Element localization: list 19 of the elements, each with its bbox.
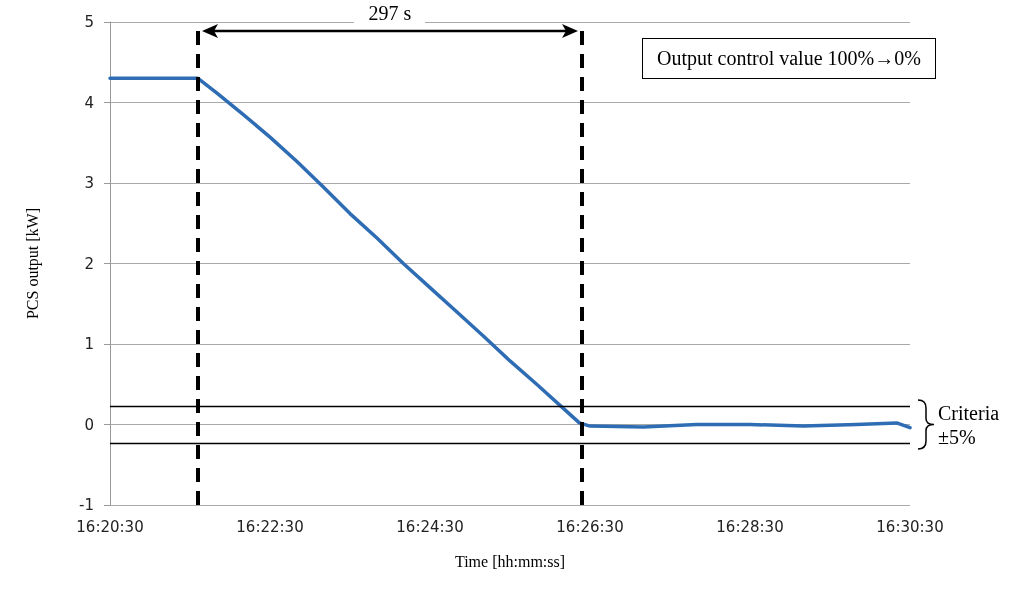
- y-tick-label: 2: [84, 254, 94, 273]
- y-tick-label: 1: [84, 335, 94, 353]
- x-axis-title: Time [hh:mm:ss]: [454, 552, 566, 570]
- y-tick-label: 5: [84, 13, 94, 31]
- y-tick-label: 0: [84, 415, 94, 434]
- annotation: 297 s: [354, 2, 426, 25]
- y-tick-label: -1: [79, 496, 94, 514]
- x-tick-label: 16:24:30: [396, 517, 464, 536]
- line-series: [108, 76, 912, 430]
- text: Criteria ±5%: [938, 400, 1001, 449]
- x-tick-label: 16:22:30: [236, 517, 304, 536]
- x-tick-label: 16:20:30: [76, 517, 144, 536]
- annotation: Output control value 100%→0%: [642, 38, 936, 79]
- y-tick-label: 4: [84, 93, 94, 112]
- y-tick-label: 3: [84, 174, 94, 192]
- x-tick-label: 16:30:30: [876, 517, 944, 536]
- y-axis-title: PCS output [kW]: [23, 207, 42, 320]
- x-tick-label: 16:28:30: [716, 517, 784, 536]
- x-tick-label: 16:26:30: [556, 517, 624, 536]
